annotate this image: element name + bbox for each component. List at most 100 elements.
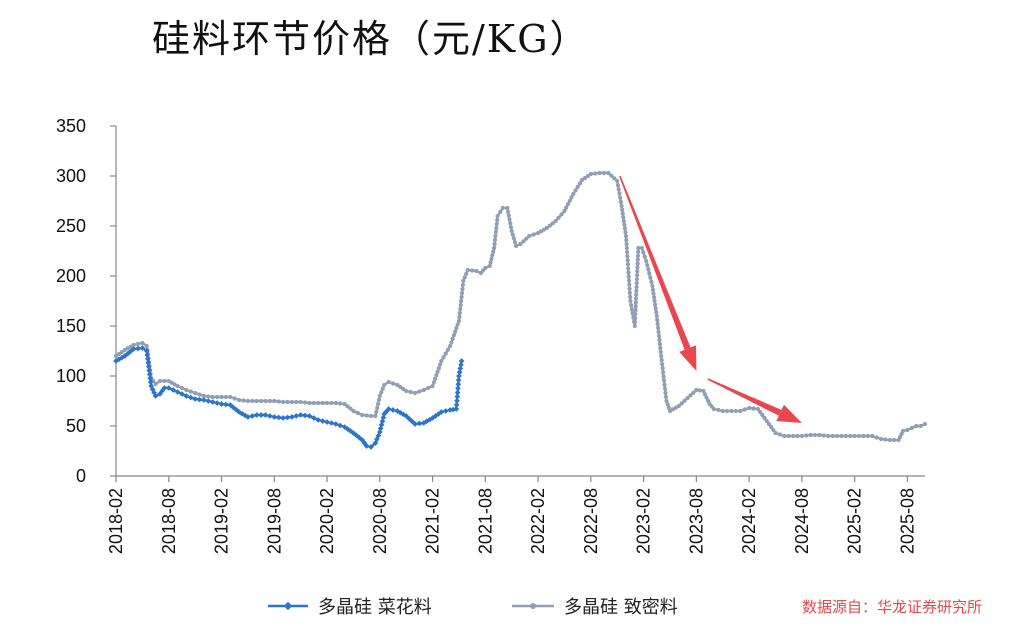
data-point [799,433,804,439]
trend-arrow-1 [619,175,697,371]
arrow-shaft [707,378,782,416]
data-point [547,223,552,228]
data-point [621,218,626,224]
data-point [436,366,441,371]
data-point [642,254,647,259]
data-point [435,369,440,374]
data-point [616,187,621,192]
data-point [646,267,651,272]
data-point [769,424,774,430]
data-point [747,405,752,411]
data-point [439,358,444,364]
data-point [408,389,413,395]
x-tick-label: 2024-02 [739,488,759,554]
data-point [214,400,220,406]
data-point [653,302,658,307]
data-point [324,419,330,425]
data-point [644,258,649,264]
x-tick-label: 2024-08 [792,488,812,554]
arrow-head [679,345,697,371]
data-point [635,273,640,278]
data-point [629,303,634,308]
data-point [380,386,385,391]
data-point [627,290,632,295]
data-point [508,221,513,226]
data-point [143,348,150,354]
data-point [298,399,303,405]
data-point [510,232,515,237]
data-point [253,412,260,418]
chart-title: 硅料环节价格（元/KG） [152,17,590,61]
data-point [386,379,391,385]
data-point [821,433,826,438]
data-point [459,290,465,296]
data-point [918,423,923,429]
data-point [461,278,466,284]
axes: 0 50 100 150 200 250 300 350 2018-02 2018-08 2019-… [56,116,925,554]
data-point [490,253,495,258]
data-point [316,400,321,406]
data-point [487,263,492,269]
data-point [571,191,576,197]
data-point [219,394,224,400]
data-point [201,393,207,399]
data-point [320,400,325,406]
data-point [488,260,493,265]
data-point [210,394,215,400]
trend-arrow-2 [707,378,802,423]
data-point [506,213,511,218]
data-point [197,392,202,397]
data-point [153,381,158,387]
data-point [454,326,459,331]
data-point [249,413,256,419]
data-point [375,405,380,411]
data-point [663,390,668,395]
data-point [694,387,699,393]
data-point [131,342,136,348]
data-point [887,437,892,443]
data-point [658,349,663,355]
data-point [368,444,374,450]
data-point [385,406,392,412]
data-point [573,188,578,193]
data-point [455,322,460,327]
data-point [651,291,656,296]
data-point [395,382,400,388]
data-point [655,321,660,327]
data-point [491,249,496,254]
data-point [434,373,439,378]
x-tick-label: 2025-02 [845,488,865,554]
data-point [455,377,462,383]
data-point [874,435,879,440]
x-tick-label: 2023-08 [686,488,706,554]
x-tick-label: 2019-02 [212,488,232,554]
data-point [751,406,756,411]
data-point [145,359,152,366]
data-point [648,275,653,280]
data-point [564,205,569,210]
data-point [697,388,702,393]
legend-marker [283,601,293,611]
data-point [622,226,628,231]
data-point [483,265,488,271]
data-point [417,389,422,394]
data-point [659,353,664,359]
data-point [329,400,334,406]
data-point [627,286,632,291]
y-tick-label: 200 [56,266,86,286]
data-point [618,199,623,204]
data-point [289,414,295,420]
data-point [790,433,796,439]
data-point [187,394,194,401]
data-point [333,400,338,406]
data-point [280,399,286,405]
x-tick-label: 2020-02 [317,488,337,554]
data-point [328,420,335,426]
data-point [375,401,381,407]
data-point [661,378,667,383]
data-point [457,365,464,372]
data-point [456,318,462,324]
annotation-layer [619,175,802,423]
data-point [657,341,662,347]
